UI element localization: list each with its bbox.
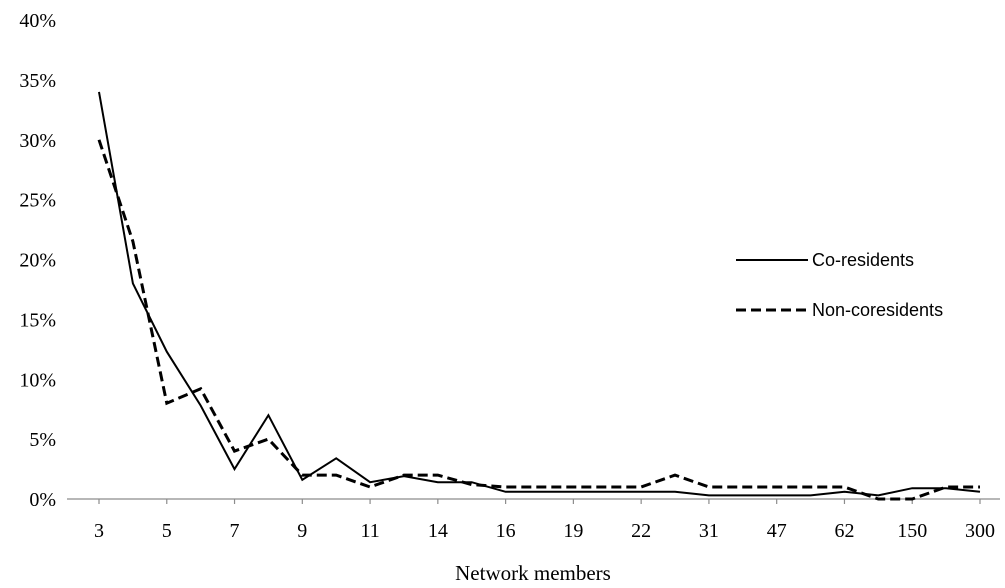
x-axis-ticks: 3 5 7 9 11 14 16 19 22 31 47 62 150 300 bbox=[94, 499, 995, 542]
y-axis-ticks: 0% 5% 10% 15% 20% 25% 30% 35% 40% bbox=[19, 10, 56, 511]
x-tick-label: 47 bbox=[767, 520, 787, 542]
legend: Co-residents Non-coresidents bbox=[736, 250, 943, 320]
y-tick-label: 0% bbox=[29, 489, 56, 511]
x-tick-label: 22 bbox=[631, 520, 651, 542]
y-tick-label: 30% bbox=[19, 130, 56, 152]
legend-label: Non-coresidents bbox=[812, 300, 943, 320]
x-tick-label: 19 bbox=[563, 520, 583, 542]
y-tick-label: 40% bbox=[19, 10, 56, 32]
y-tick-label: 5% bbox=[29, 429, 56, 451]
y-tick-label: 25% bbox=[19, 190, 56, 212]
x-tick-label: 11 bbox=[360, 520, 379, 542]
x-tick-label: 5 bbox=[162, 520, 172, 542]
co-residents-line bbox=[98, 91, 981, 497]
y-tick-label: 20% bbox=[19, 250, 56, 272]
y-tick-label: 35% bbox=[19, 70, 56, 92]
x-tick-label: 16 bbox=[496, 520, 516, 542]
x-tick-label: 62 bbox=[834, 520, 854, 542]
non-coresidents-line bbox=[97, 139, 980, 501]
y-tick-label: 15% bbox=[19, 309, 56, 331]
legend-label: Co-residents bbox=[812, 250, 914, 270]
series-lines bbox=[97, 91, 981, 501]
x-axis-title: Network members bbox=[455, 561, 611, 585]
x-tick-label: 9 bbox=[297, 520, 307, 542]
x-tick-label: 3 bbox=[94, 520, 104, 542]
x-tick-label: 14 bbox=[428, 520, 448, 542]
x-tick-label: 7 bbox=[230, 520, 240, 542]
x-tick-label: 31 bbox=[699, 520, 719, 542]
x-tick-label: 150 bbox=[897, 520, 927, 542]
x-tick-label: 300 bbox=[965, 520, 995, 542]
y-tick-label: 10% bbox=[19, 369, 56, 391]
